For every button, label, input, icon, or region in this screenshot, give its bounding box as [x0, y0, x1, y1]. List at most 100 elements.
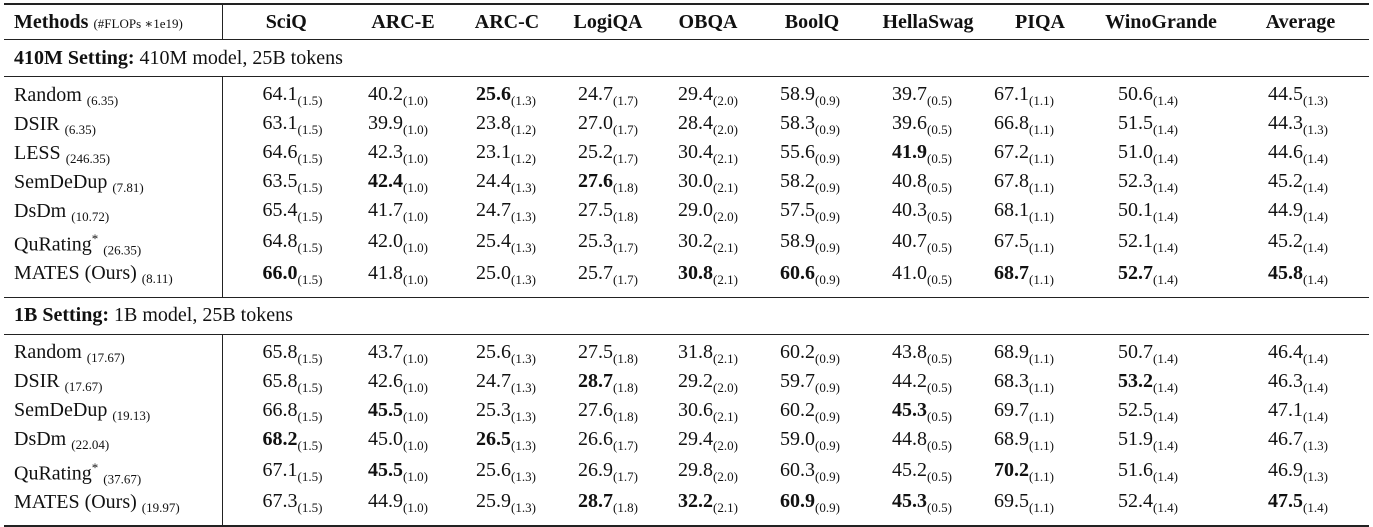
score-value: 51.5 [1118, 112, 1153, 134]
std-error-value: (2.1) [713, 500, 738, 516]
std-error-value: (0.9) [815, 122, 840, 137]
score-cell: 31.8(2.1) [658, 334, 758, 370]
std-error-value: (1.3) [511, 408, 536, 424]
score-cell: 43.8(0.5) [866, 334, 990, 370]
score-value: 29.4 [678, 427, 713, 450]
score-value: 25.4 [476, 230, 511, 253]
section-title-rest: 410M model, 25B tokens [134, 46, 343, 69]
score-value: 60.3 [780, 458, 815, 481]
std-error-value: (1.8) [613, 209, 638, 224]
score-cell: 47.1(1.4) [1232, 399, 1369, 428]
score-value: 67.1 [262, 458, 298, 481]
std-error-value: (2.0) [713, 468, 738, 484]
score-cell: 59.0(0.9) [758, 428, 866, 457]
method-name: MATES (Ours) [14, 490, 137, 513]
score-cell: 44.3(1.3) [1232, 112, 1369, 141]
score-cell: 29.0(2.0) [658, 199, 758, 228]
std-error-value: (1.1) [1029, 240, 1054, 256]
column-header-average: Average [1265, 10, 1336, 33]
std-error-value: (1.5) [297, 180, 323, 195]
score-cell: 67.3(1.5) [222, 490, 350, 526]
best-score-value: 45.8 [1268, 261, 1303, 284]
score-value: 65.8 [262, 340, 298, 363]
score-cell: 58.3(0.9) [758, 112, 866, 141]
score-cell: 23.8(1.2) [456, 112, 558, 141]
score-value: 59.7 [780, 369, 815, 392]
method-name: SemDeDup [14, 399, 108, 422]
std-error-value: (0.9) [815, 271, 840, 287]
score-value: 58.2 [780, 170, 815, 192]
std-error-value: (1.3) [511, 437, 536, 453]
score-value: 63.5 [262, 170, 298, 192]
score-cell: 46.9(1.3) [1232, 457, 1369, 491]
std-error-value: (2.0) [713, 93, 738, 108]
std-error-value: (1.4) [1153, 350, 1178, 366]
score-cell: 24.7(1.7) [558, 77, 658, 113]
std-error-value: (1.3) [1303, 93, 1328, 108]
score-cell: 51.5(1.4) [1090, 112, 1232, 141]
std-error-value: (1.5) [297, 209, 323, 224]
score-cell: 68.9(1.1) [990, 334, 1090, 370]
score-cell: 29.8(2.0) [658, 457, 758, 491]
best-score-value: 68.2 [262, 427, 298, 450]
std-error-value: (0.9) [815, 437, 840, 453]
score-cell: 25.7(1.7) [558, 262, 658, 298]
std-error-value: (1.4) [1303, 271, 1328, 287]
std-error-value: (0.5) [927, 408, 952, 424]
score-cell: 60.6(0.9) [758, 262, 866, 298]
score-cell: 52.4(1.4) [1090, 490, 1232, 526]
std-error-value: (0.9) [815, 468, 840, 484]
score-cell: 42.4(1.0) [350, 170, 456, 199]
score-value: 29.0 [678, 199, 713, 221]
score-cell: 67.1(1.5) [222, 457, 350, 491]
std-error-value: (1.3) [511, 271, 536, 287]
column-header-obqa: OBQA [678, 10, 738, 33]
score-value: 44.6 [1268, 141, 1303, 163]
std-error-value: (2.0) [713, 437, 738, 453]
score-cell: 25.3(1.3) [456, 399, 558, 428]
std-error-value: (1.0) [403, 240, 428, 256]
score-cell: 67.2(1.1) [990, 141, 1090, 170]
score-value: 60.2 [780, 398, 815, 421]
std-error-value: (1.0) [403, 209, 428, 224]
flops-value: (10.72) [71, 208, 110, 224]
score-cell: 51.0(1.4) [1090, 141, 1232, 170]
score-cell: 39.7(0.5) [866, 77, 990, 113]
score-cell: 67.1(1.1) [990, 77, 1090, 113]
std-error-value: (0.9) [815, 240, 840, 256]
score-cell: 68.2(1.5) [222, 428, 350, 457]
score-value: 45.0 [368, 427, 403, 450]
std-error-value: (1.3) [511, 240, 536, 256]
std-error-value: (1.5) [297, 240, 323, 256]
best-score-value: 45.3 [892, 398, 927, 421]
method-cell: DsDm (10.72) [4, 199, 223, 228]
score-value: 24.7 [476, 199, 511, 221]
std-error-value: (0.5) [927, 500, 952, 516]
score-value: 43.8 [892, 340, 927, 363]
table-row: Random (6.35) 64.1(1.5) 40.2(1.0) 25.6(1.3)… [4, 76, 1369, 113]
std-error-value: (1.1) [1029, 350, 1054, 366]
best-score-value: 45.5 [368, 458, 403, 481]
table-row: SemDeDup (7.81) 63.5(1.5) 42.4(1.0) 24.4(1.… [4, 170, 1369, 199]
score-cell: 27.6(1.8) [558, 399, 658, 428]
std-error-value: (2.0) [713, 379, 738, 395]
std-error-value: (1.7) [613, 271, 638, 287]
best-score-value: 68.7 [994, 261, 1029, 284]
std-error-value: (1.0) [403, 93, 428, 108]
score-value: 50.1 [1118, 199, 1153, 221]
score-value: 27.5 [578, 199, 613, 221]
std-error-value: (1.0) [403, 122, 428, 137]
score-cell: 45.5(1.0) [350, 457, 456, 491]
section-title: 410M Setting: 410M model, 25B tokens [4, 40, 1369, 77]
score-value: 41.7 [368, 199, 403, 221]
score-value: 25.3 [578, 230, 613, 253]
score-value: 67.8 [994, 170, 1029, 192]
score-cell: 52.5(1.4) [1090, 399, 1232, 428]
std-error-value: (1.5) [297, 151, 323, 166]
score-value: 40.7 [892, 230, 927, 253]
std-error-value: (1.4) [1303, 379, 1328, 395]
score-cell: 32.2(2.1) [658, 490, 758, 526]
score-value: 69.7 [994, 398, 1029, 421]
score-value: 66.8 [262, 398, 298, 421]
score-value: 52.1 [1118, 230, 1153, 253]
